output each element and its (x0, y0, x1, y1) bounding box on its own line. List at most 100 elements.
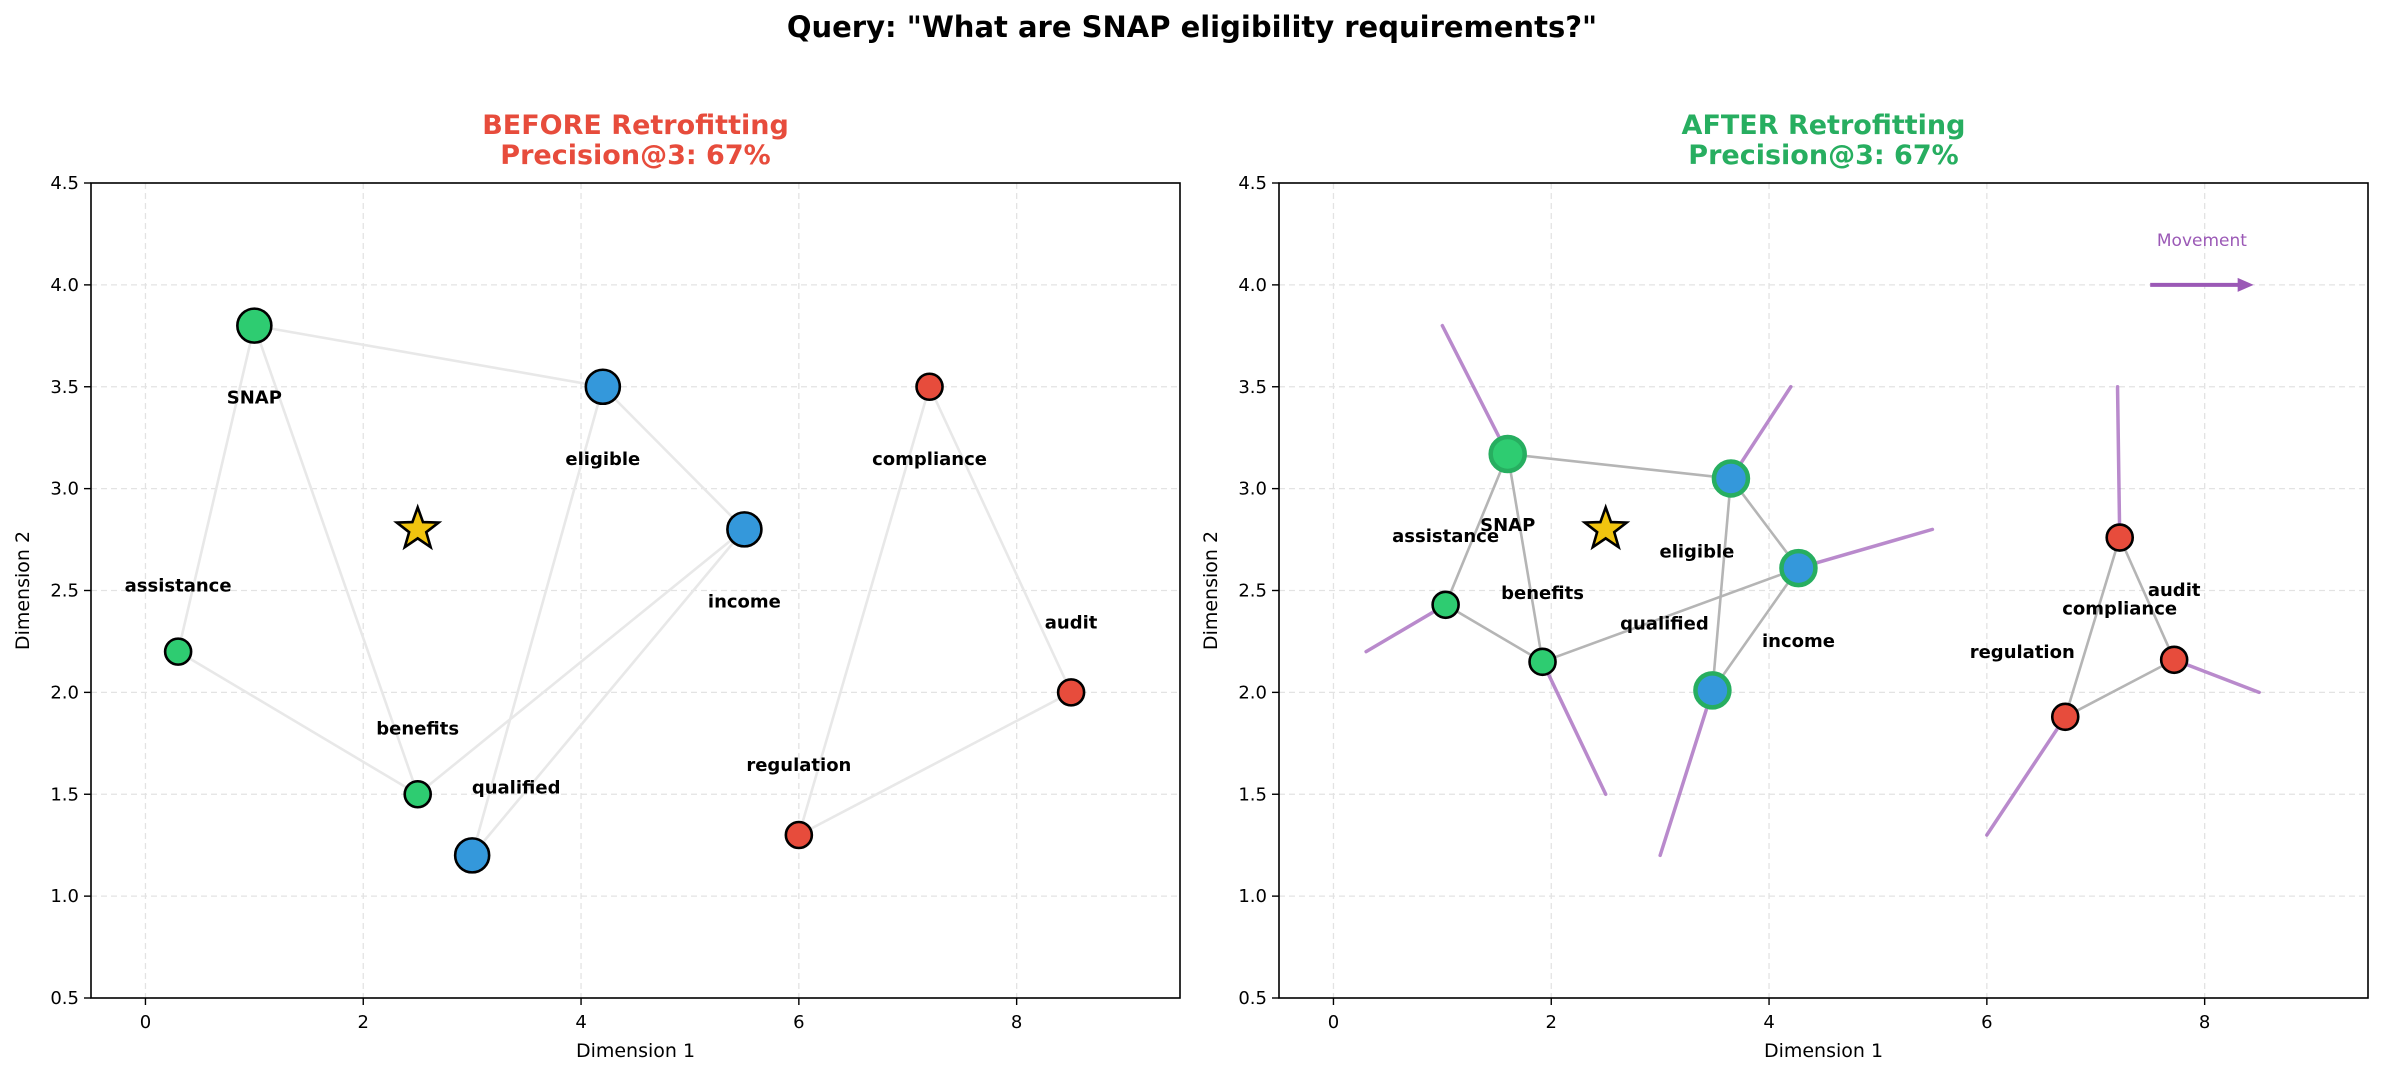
movement-arrow (1985, 715, 2068, 837)
movement-arrow (1364, 603, 1448, 654)
after-x-axis-label: Dimension 1 (1764, 1040, 1883, 1062)
query-star-icon (1581, 503, 1631, 551)
x-tick-label: 8 (2199, 1012, 2210, 1033)
y-tick-label: 3.5 (1238, 377, 1267, 398)
label-snap: SNAP (1480, 515, 1535, 536)
graph-edge (1507, 452, 1732, 480)
graph-edge (254, 324, 604, 389)
graph-edge (2118, 536, 2176, 661)
graph-edge (1444, 453, 1509, 606)
point-snap (1488, 434, 1527, 474)
graph-edge (416, 528, 746, 796)
y-tick-label: 0.5 (50, 988, 79, 1009)
y-tick-label: 3.0 (50, 479, 79, 500)
y-tick-label: 1.0 (1238, 886, 1267, 907)
y-tick-label: 3.0 (1238, 479, 1267, 500)
label-compliance: compliance (872, 449, 987, 470)
y-tick-label: 4.5 (50, 173, 79, 194)
after-y-axis-label: Dimension 2 (1200, 531, 1222, 650)
before-retrofitting-panel: 0 2 4 6 8 0.5 1.0 1.5 2.0 2.5 3.0 3.5 4.0 4.5 SNAP assi… (12, 110, 1181, 1062)
graph-edge (928, 386, 1073, 693)
point-snap (236, 307, 273, 344)
graph-edge (176, 325, 256, 652)
point-assistance (1431, 590, 1460, 620)
y-tick-label: 2.5 (50, 581, 79, 602)
after-panel-title: AFTER Retrofitting (1682, 110, 1966, 141)
label-benefits: benefits (1501, 583, 1584, 604)
point-compliance (915, 372, 944, 402)
label-eligible: eligible (1659, 541, 1734, 562)
label-regulation: regulation (746, 755, 851, 776)
graph-edge (253, 325, 419, 795)
y-tick-label: 2.5 (1238, 581, 1267, 602)
x-tick-label: 6 (793, 1012, 804, 1033)
grid-lines (91, 182, 1180, 999)
x-tick-label: 0 (140, 1012, 151, 1033)
graph-edge (798, 691, 1072, 837)
y-tick-label: 4.5 (1238, 173, 1267, 194)
x-tick-label: 6 (1981, 1012, 1992, 1033)
query-star-icon (393, 503, 443, 551)
word-points: SNAPassistancebenefitseligibleincomequal… (125, 307, 1098, 874)
after-retrofitting-panel: 0 2 4 6 8 0.5 1.0 1.5 2.0 2.5 3.0 3.5 4.0 4.5 SNAPassi… (1200, 110, 2369, 1062)
graph-edge (1711, 567, 1800, 692)
y-tick-label: 1.5 (50, 784, 79, 805)
y-tick-label: 2.0 (50, 682, 79, 703)
y-tick-label: 1.5 (1238, 784, 1267, 805)
label-audit: audit (2148, 580, 2201, 601)
graph-edge (1542, 566, 1799, 664)
label-qualified: qualified (472, 777, 561, 798)
before-panel-subtitle: Precision@3: 67% (500, 140, 770, 171)
y-tick-label: 1.0 (50, 886, 79, 907)
axis-ticks: 0 2 4 6 8 0.5 1.0 1.5 2.0 2.5 3.0 3.5 4.0 4.5 (50, 173, 1022, 1033)
before-panel-title: BEFORE Retrofitting (482, 110, 789, 141)
point-regulation (784, 820, 814, 850)
label-audit: audit (1045, 612, 1098, 633)
label-income: income (708, 591, 781, 612)
y-tick-label: 3.5 (50, 377, 79, 398)
label-assistance: assistance (125, 576, 232, 597)
x-tick-label: 0 (1328, 1012, 1339, 1033)
movement-arrow (2172, 658, 2261, 695)
label-assistance: assistance (1392, 526, 1499, 547)
label-compliance: compliance (2062, 599, 2177, 620)
y-tick-label: 0.5 (1238, 988, 1267, 1009)
graph-edge (1444, 603, 1544, 663)
point-eligible (1711, 459, 1751, 498)
label-income: income (1762, 631, 1835, 652)
movement-arrow (1658, 688, 1715, 858)
before-y-axis-label: Dimension 2 (12, 531, 34, 650)
x-tick-label: 4 (575, 1012, 586, 1033)
graph-edge (1711, 478, 1733, 691)
movement-arrow (1540, 660, 1608, 796)
point-benefits (1528, 647, 1557, 677)
movement-arrow (1440, 323, 1510, 456)
graph-edge (2064, 658, 2175, 718)
axis-ticks: 0 2 4 6 8 0.5 1.0 1.5 2.0 2.5 3.0 3.5 4.0 4.5 (1238, 173, 2210, 1033)
point-assistance (163, 637, 193, 666)
point-audit (1056, 678, 1086, 707)
similarity-edges (176, 324, 1073, 857)
after-panel-subtitle: Precision@3: 67% (1688, 140, 1958, 171)
label-qualified: qualified (1620, 613, 1709, 634)
movement-arrow (2115, 385, 2122, 540)
graph-edge (601, 385, 746, 531)
x-tick-label: 4 (1763, 1012, 1774, 1033)
graph-edge (471, 528, 746, 857)
label-snap: SNAP (227, 388, 282, 409)
graph-edge (2064, 537, 2121, 718)
point-eligible (584, 368, 622, 406)
point-benefits (403, 779, 433, 809)
y-tick-label: 2.0 (1238, 682, 1267, 703)
x-tick-label: 8 (1011, 1012, 1022, 1033)
label-eligible: eligible (565, 449, 640, 470)
graph-edge (1506, 453, 1544, 663)
point-audit (2159, 645, 2189, 675)
graph-edge (470, 386, 605, 856)
point-income (726, 511, 763, 548)
grid-lines (1279, 182, 2368, 999)
y-tick-label: 4.0 (50, 275, 79, 296)
point-compliance (2105, 523, 2135, 552)
